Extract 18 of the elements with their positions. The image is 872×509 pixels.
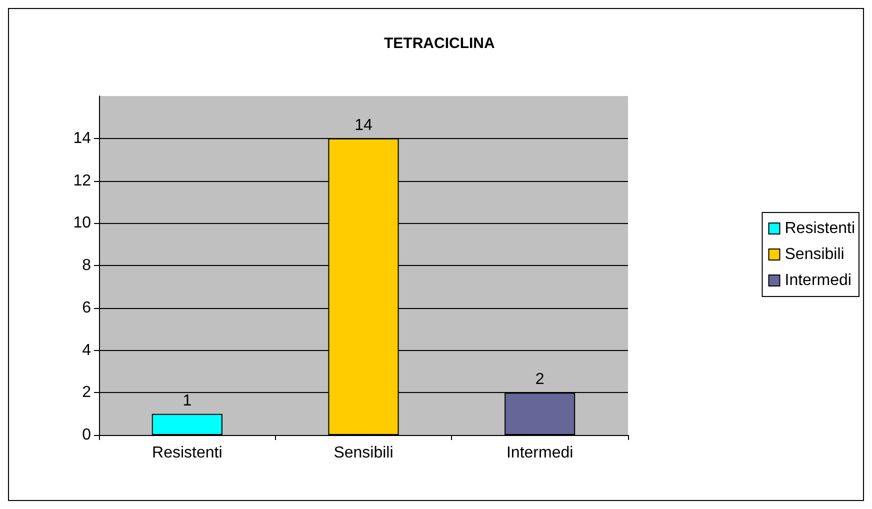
x-tick-label: Sensibili (334, 444, 394, 462)
legend-label: Intermedi (784, 272, 852, 289)
y-tick-label: 4 (82, 342, 92, 359)
chart-title: TETRACICLINA (384, 35, 495, 52)
data-label: 14 (354, 116, 372, 134)
legend-label: Sensibili (784, 246, 844, 263)
y-tick-label: 0 (82, 426, 92, 444)
data-label: 1 (182, 392, 192, 410)
y-tick-label: 2 (82, 384, 92, 402)
y-tick-label: 8 (82, 257, 92, 274)
y-tick-label: 10 (73, 214, 92, 232)
y-tick-label: 14 (73, 130, 92, 147)
x-tick-label: Intermedi (506, 444, 574, 462)
data-label: 2 (535, 371, 544, 388)
legend-label: Resistenti (784, 220, 855, 237)
x-tick-label: Resistenti (152, 444, 222, 462)
y-tick-label: 6 (82, 299, 92, 316)
y-tick-label: 12 (73, 172, 92, 190)
